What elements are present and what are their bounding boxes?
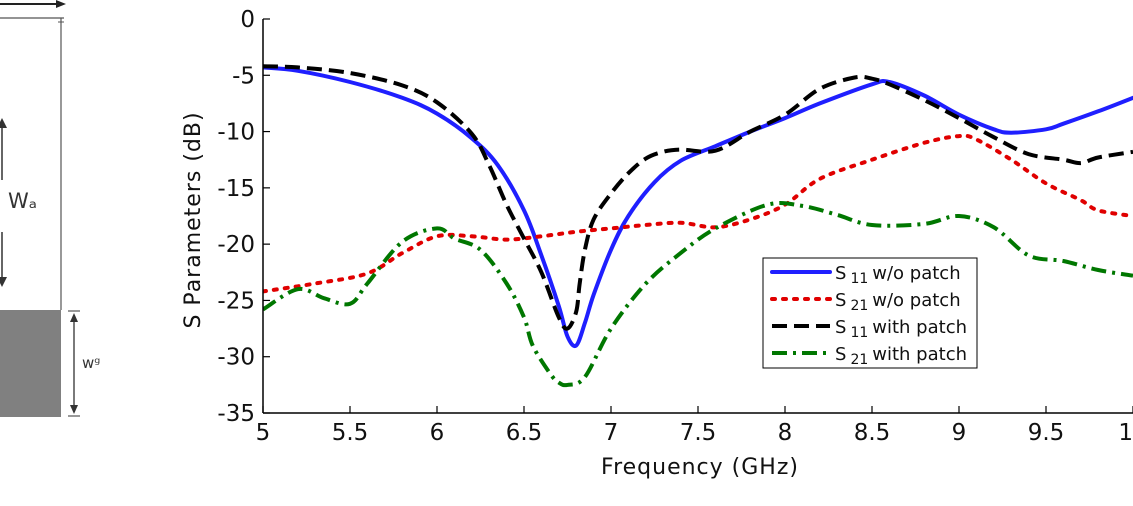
wg-arrow-down-head — [70, 405, 78, 414]
s-parameter-chart: 0 -5 -10 -15 -20 -25 -30 -35 5 5.5 6 6.5 7 7.5 8 8.5 9 9… — [181, 7, 1133, 480]
y-tick-label: -35 — [217, 401, 255, 427]
wg-arrow-up-head — [70, 313, 78, 322]
antenna-diagram: Wₐ wᵍ — [0, 0, 100, 417]
x-tick-label: 8 — [778, 420, 793, 446]
x-tick-label: 6 — [430, 420, 445, 446]
wa-arrow-down-head — [0, 277, 7, 287]
x-tick-label: 7 — [604, 420, 619, 446]
series-line-4 — [263, 201, 1133, 388]
series-line-2 — [263, 133, 1133, 294]
legend-label-4: S 21 with patch — [835, 344, 967, 368]
series-line-1 — [263, 65, 1133, 349]
y-tick-label: -20 — [217, 232, 255, 258]
legend-label-2: S 21 w/o patch — [835, 290, 961, 314]
x-axis-label: Frequency (GHz) — [601, 455, 799, 480]
legend-box — [762, 257, 978, 369]
y-tick-label: -30 — [217, 345, 255, 371]
y-tick-label: -5 — [232, 63, 255, 89]
legend: S 11 w/o patch S 21 w/o patch S 11 with patch S 21… — [762, 257, 978, 369]
x-axis-ticks: 5 5.5 6 6.5 7 7.5 8 8.5 9 9.5 10 — [256, 406, 1133, 446]
y-axis-label: S Parameters (dB) — [181, 111, 206, 328]
x-tick-label: 5.5 — [332, 420, 369, 446]
wa-arrow-up-head — [0, 118, 7, 128]
series-lines — [263, 64, 1133, 388]
x-tick-label: 9 — [952, 420, 967, 446]
y-tick-label: -15 — [217, 176, 255, 202]
y-axis-ticks: 0 -5 -10 -15 -20 -25 -30 -35 — [217, 7, 270, 427]
gap-label: wᵍ — [82, 354, 100, 372]
x-tick-label: 7.5 — [680, 420, 717, 446]
x-tick-label: 6.5 — [506, 420, 543, 446]
x-tick-label: 9.5 — [1028, 420, 1065, 446]
y-tick-label: -25 — [217, 288, 255, 314]
x-tick-label: 10 — [1118, 420, 1133, 446]
top-width-arrowhead — [56, 0, 66, 8]
x-tick-label: 5 — [256, 420, 271, 446]
x-tick-label: 8.5 — [854, 420, 891, 446]
series-line-3 — [263, 64, 1133, 331]
legend-label-3: S 11 with patch — [835, 317, 967, 341]
legend-label-1: S 11 w/o patch — [835, 263, 961, 287]
width-label: Wₐ — [8, 189, 37, 213]
y-tick-label: 0 — [240, 7, 255, 33]
ground-plane — [0, 310, 61, 417]
y-tick-label: -10 — [217, 120, 255, 146]
